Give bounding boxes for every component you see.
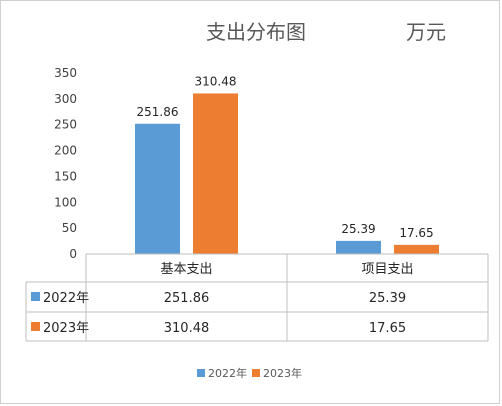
- y-tick-label: 250: [54, 118, 77, 132]
- legend: 2022年 2023年: [197, 366, 302, 380]
- table-row-label: 2023年: [43, 321, 89, 336]
- y-tick-label: 350: [54, 66, 77, 80]
- chart-unit: 万元: [406, 20, 446, 44]
- bar: [193, 93, 238, 254]
- y-tick-label: 200: [54, 144, 77, 158]
- y-tick-label: 300: [54, 92, 77, 106]
- legend-swatch: [252, 369, 260, 377]
- table-value-cell: 310.48: [164, 321, 210, 336]
- bar-value-label: 251.86: [137, 105, 179, 119]
- y-axis: 0 50 100 150 200 250 300 350: [54, 66, 77, 261]
- bar: [336, 240, 381, 254]
- chart-title: 支出分布图: [206, 20, 306, 44]
- table-header-cell: 基本支出: [160, 262, 212, 277]
- bar-value-label: 17.65: [399, 226, 433, 240]
- data-table: 基本支出 项目支出 2022年 251.86 25.39 2023年 310.48 17.65: [25, 253, 489, 342]
- table-legend-swatch: [31, 292, 40, 301]
- legend-label: 2022年: [208, 366, 247, 380]
- bar-value-label: 310.48: [195, 74, 237, 88]
- y-tick-label: 50: [62, 221, 77, 235]
- y-tick-label: 0: [69, 247, 77, 261]
- legend-label: 2023年: [263, 366, 302, 380]
- table-value-cell: 251.86: [164, 291, 210, 306]
- legend-swatch: [197, 369, 205, 377]
- bar: [135, 123, 180, 254]
- table-legend-swatch: [31, 322, 40, 331]
- bar: [394, 244, 439, 254]
- y-tick-label: 150: [54, 169, 77, 183]
- table-value-cell: 17.65: [369, 321, 406, 336]
- y-tick-label: 100: [54, 195, 77, 209]
- bar-labels: 251.86 310.48 25.39 17.65: [137, 74, 434, 239]
- table-row-label: 2022年: [43, 291, 89, 306]
- bars: [135, 93, 439, 254]
- bar-value-label: 25.39: [341, 222, 375, 236]
- table-header-cell: 项目支出: [361, 262, 413, 277]
- table-value-cell: 25.39: [369, 291, 406, 306]
